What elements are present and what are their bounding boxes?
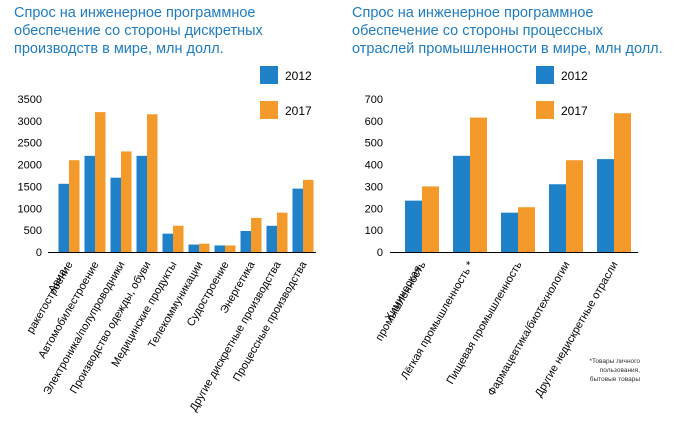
y-tick-label: 700 [365, 94, 383, 106]
legend-swatch-2017 [536, 101, 554, 119]
bar-2017 [422, 186, 439, 252]
chart-title-line-1: Спрос на инженерное программное [352, 5, 593, 21]
y-tick-label: 1000 [18, 203, 42, 215]
bar-2012 [110, 177, 121, 252]
chart-title-line-1: Спрос на инженерное программное [14, 5, 255, 21]
chart-discrete-industries: Спрос на инженерное программное обеспече… [14, 5, 316, 414]
bar-2017 [470, 117, 487, 252]
chart-title-line-3: отраслей промышленности в мире, млн долл… [352, 41, 663, 57]
chart-title-line-2: обеспечение со стороны процессных [352, 23, 604, 39]
y-tick-label: 600 [365, 116, 383, 128]
bar-2017 [614, 113, 631, 252]
chart-title-line-2: обеспечение со стороны дискретных [14, 23, 264, 39]
legend-swatch-2012 [536, 66, 554, 84]
legend-swatch-2012 [260, 66, 278, 84]
legend-label-2012: 2012 [285, 69, 312, 83]
bar-2017 [121, 151, 132, 252]
bar-2012 [266, 225, 277, 252]
y-tick-label: 3000 [18, 116, 42, 128]
y-tick-label: 500 [365, 138, 383, 150]
bars-group [405, 113, 631, 252]
footnote-line-3: бытовые товары [590, 375, 641, 383]
bar-2017 [69, 160, 80, 252]
bar-2012 [405, 200, 422, 252]
y-tick-label: 200 [365, 203, 383, 215]
bar-2012 [501, 212, 518, 252]
y-tick-label: 300 [365, 181, 383, 193]
y-axis-ticks: 0 500 1000 1500 2000 2500 3000 3500 [18, 94, 42, 259]
y-axis-ticks: 0 100 200 300 400 500 600 700 [365, 94, 383, 259]
legend-label-2017: 2017 [285, 104, 312, 118]
y-tick-label: 400 [365, 160, 383, 172]
bar-2012 [162, 233, 173, 252]
bar-2017 [95, 112, 106, 252]
footnote: *Товары личного пользования, бытовые тов… [589, 358, 640, 383]
y-tick-label: 2500 [18, 138, 42, 150]
y-tick-label: 0 [377, 247, 383, 259]
y-tick-label: 1500 [18, 181, 42, 193]
bar-2012 [214, 245, 225, 252]
bar-2012 [136, 155, 147, 252]
bar-2012 [549, 184, 566, 252]
bar-2017 [518, 207, 535, 252]
bar-2017 [251, 217, 262, 252]
x-category-label: промышленность [373, 259, 428, 343]
bar-2017 [173, 225, 184, 252]
y-tick-label: 500 [24, 225, 42, 237]
y-tick-label: 100 [365, 225, 383, 237]
bar-2017 [303, 179, 314, 252]
bars-group [58, 112, 314, 252]
chart-process-industries: Спрос на инженерное программное обеспече… [352, 5, 663, 399]
bar-2017 [277, 212, 288, 252]
bar-2012 [453, 155, 470, 252]
x-axis-categories: Авиа-ракетостроениеАвтомобилестроениеЭле… [25, 259, 310, 414]
bar-2012 [240, 231, 251, 252]
x-category-label: Фармацевтика/биотехнологии [486, 260, 573, 399]
y-tick-label: 2000 [18, 160, 42, 172]
y-tick-label: 0 [36, 247, 42, 259]
bar-2017 [199, 243, 210, 252]
bar-2012 [292, 188, 303, 252]
y-tick-label: 3500 [18, 94, 42, 106]
bar-2012 [84, 155, 95, 252]
bar-2012 [58, 183, 69, 252]
bar-2017 [225, 245, 236, 252]
chart-title-line-3: производств в мире, млн долл. [14, 41, 224, 57]
footnote-line-2: пользования, [600, 367, 640, 374]
footnote-line-1: *Товары личного [589, 358, 640, 365]
bar-2012 [597, 159, 614, 252]
legend-label-2012: 2012 [561, 69, 588, 83]
legend-swatch-2017 [260, 101, 278, 119]
x-category-label: ракетостроение [25, 260, 76, 336]
bar-2017 [566, 160, 583, 252]
bar-2012 [188, 244, 199, 252]
legend-label-2017: 2017 [561, 104, 588, 118]
bar-2017 [147, 114, 158, 252]
